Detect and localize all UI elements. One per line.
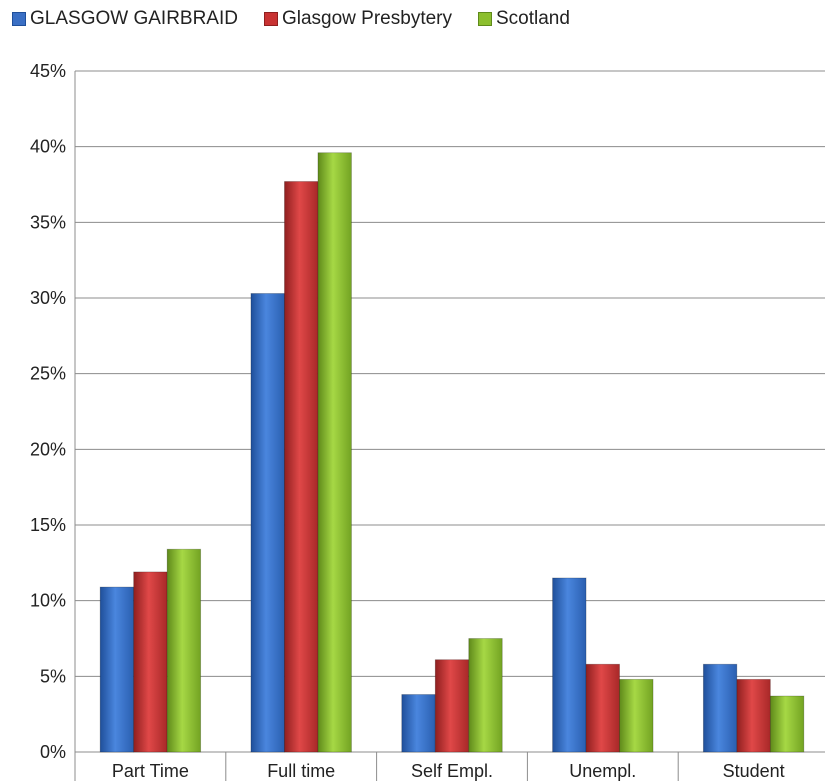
y-axis-ticks: 0% 5% 10% 15% 20% 25% 30% 35% 40% 45% xyxy=(30,61,66,762)
y-tick-label: 0% xyxy=(40,742,66,762)
bar-glasgow-gairbraid-part-time xyxy=(99,586,135,753)
x-axis-categories: Part Time Full time Self Empl. Unempl. Stude… xyxy=(112,761,785,781)
legend-item-glasgow-presbytery: Glasgow Presbytery xyxy=(263,8,452,30)
y-tick-label: 10% xyxy=(30,591,66,611)
y-tick-label: 15% xyxy=(30,515,66,535)
bar-scotland-student xyxy=(769,695,805,753)
bar-glasgow-presbytery-student xyxy=(736,678,771,753)
legend-label-scotland: Scotland xyxy=(496,8,570,29)
legend-item-scotland: Scotland xyxy=(478,8,570,30)
bar-glasgow-presbytery-full-time xyxy=(284,181,319,753)
bar-scotland-unempl- xyxy=(619,678,654,753)
x-category-label: Student xyxy=(723,761,785,781)
legend-swatch-glasgow-gairbraid xyxy=(12,12,26,26)
legend-swatch-scotland xyxy=(478,12,492,26)
y-tick-label: 45% xyxy=(30,61,66,81)
legend-swatch-glasgow-presbytery xyxy=(263,12,278,26)
bar-glasgow-gairbraid-self-empl- xyxy=(401,694,436,753)
x-category-label: Unempl. xyxy=(569,761,636,781)
gridlines xyxy=(74,70,825,781)
x-category-label: Self Empl. xyxy=(411,761,493,781)
bar-glasgow-presbytery-unempl- xyxy=(585,663,620,753)
y-tick-label: 30% xyxy=(30,288,66,308)
y-tick-label: 25% xyxy=(30,364,66,384)
bar-scotland-part-time xyxy=(166,548,202,753)
y-tick-label: 5% xyxy=(40,666,66,686)
bars xyxy=(99,152,805,753)
x-category-label: Full time xyxy=(267,761,335,781)
bar-glasgow-gairbraid-full-time xyxy=(250,293,285,753)
bar-glasgow-gairbraid-unempl- xyxy=(552,577,587,753)
y-tick-label: 40% xyxy=(30,137,66,157)
legend: GLASGOW GAIRBRAID Glasgow Presbytery Sco… xyxy=(12,8,570,30)
bar-scotland-self-empl- xyxy=(468,638,503,753)
y-tick-label: 20% xyxy=(30,439,66,459)
legend-item-glasgow-gairbraid: GLASGOW GAIRBRAID xyxy=(12,8,238,30)
bar-glasgow-presbytery-self-empl- xyxy=(434,659,470,753)
bar-glasgow-presbytery-part-time xyxy=(133,571,168,753)
legend-label-glasgow-presbytery: Glasgow Presbytery xyxy=(281,8,452,29)
bar-scotland-full-time xyxy=(317,152,352,753)
x-category-label: Part Time xyxy=(112,761,189,781)
bar-glasgow-gairbraid-student xyxy=(702,663,738,753)
y-tick-label: 35% xyxy=(30,212,66,232)
legend-label-glasgow-gairbraid: GLASGOW GAIRBRAID xyxy=(30,8,238,29)
